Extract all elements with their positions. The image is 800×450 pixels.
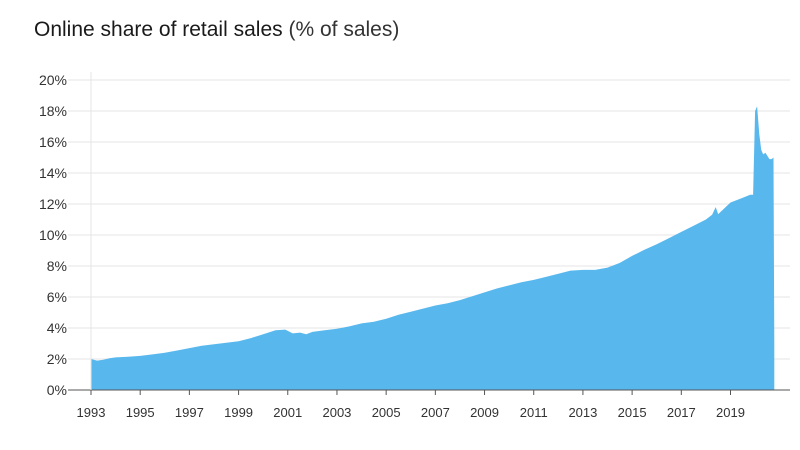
y-tick-label: 0%	[47, 382, 67, 398]
x-tick-label: 2003	[322, 405, 351, 420]
y-tick-label: 12%	[39, 196, 67, 212]
x-tick-label: 2009	[470, 405, 499, 420]
area-series	[91, 106, 775, 391]
x-tick-label: 2001	[273, 405, 302, 420]
y-tick-label: 2%	[47, 351, 67, 367]
x-axis-ticks: 1993 1995 1997 1999 2001 2003 2005 2007 2009 2011…	[77, 390, 745, 420]
chart-title-unit: (% of sales)	[288, 18, 400, 41]
x-tick-label: 1995	[126, 405, 155, 420]
axes	[68, 72, 790, 391]
chart-title-text: Online share of retail sales	[34, 18, 283, 41]
x-tick-label: 2017	[667, 405, 696, 420]
y-tick-label: 4%	[47, 320, 67, 336]
y-tick-label: 10%	[39, 227, 67, 243]
y-tick-label: 16%	[39, 134, 67, 150]
x-tick-label: 1993	[77, 405, 106, 420]
x-tick-label: 1997	[175, 405, 204, 420]
x-tick-label: 1999	[224, 405, 253, 420]
x-tick-label: 2013	[568, 405, 597, 420]
y-tick-label: 18%	[39, 103, 67, 119]
y-tick-label: 14%	[39, 165, 67, 181]
x-tick-label: 2007	[421, 405, 450, 420]
y-tick-label: 20%	[39, 72, 67, 88]
x-tick-label: 2019	[716, 405, 745, 420]
series-layer	[91, 106, 775, 391]
y-axis-ticks: 0% 2% 4% 6% 8% 10% 12% 14% 16% 18% 20%	[39, 72, 67, 398]
x-tick-label: 2005	[372, 405, 401, 420]
x-tick-label: 2015	[618, 405, 647, 420]
x-tick-label: 2011	[520, 405, 548, 420]
y-tick-label: 8%	[47, 258, 67, 274]
y-tick-label: 6%	[47, 289, 67, 305]
chart-title: Online share of retail sales (% of sales…	[34, 18, 399, 42]
